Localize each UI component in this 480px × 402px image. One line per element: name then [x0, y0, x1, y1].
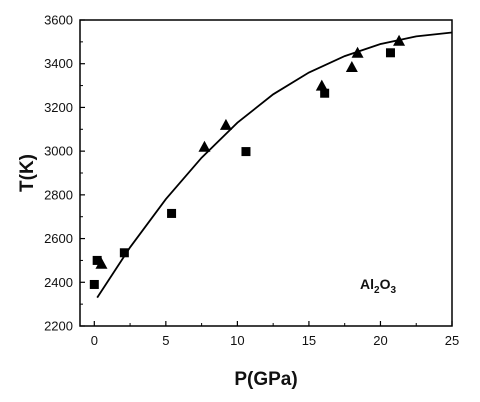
compound-base: Al	[360, 276, 374, 292]
triangle-point	[315, 79, 328, 91]
triangle-point	[345, 60, 358, 72]
plot-frame	[79, 19, 453, 327]
y-tick-label: 2800	[44, 187, 73, 202]
x-tick-label: 20	[373, 333, 387, 348]
x-tick-label: 10	[230, 333, 244, 348]
triangle-point	[219, 118, 232, 130]
square-point	[167, 208, 177, 218]
y-tick-label: 3600	[44, 13, 73, 28]
x-tick-label: 25	[445, 333, 459, 348]
y-tick-label: 3400	[44, 56, 73, 71]
square-point	[119, 248, 129, 258]
square-point	[92, 255, 102, 265]
y-tick-label: 2400	[44, 275, 73, 290]
square-point	[385, 48, 395, 58]
square-point	[89, 279, 99, 289]
fit-curve	[96, 31, 453, 299]
data-markers	[89, 34, 406, 289]
triangle-point	[95, 257, 108, 269]
y-axis-title: T(K)	[17, 154, 38, 192]
compound-sub1: 2	[374, 285, 380, 296]
y-tick-label: 3000	[44, 144, 73, 159]
y-tick-label: 2200	[44, 319, 73, 334]
triangle-point	[351, 46, 364, 58]
square-point	[320, 88, 330, 98]
x-tick-label: 15	[302, 333, 316, 348]
y-tick-label: 2600	[44, 231, 73, 246]
fit-curve-group	[96, 31, 453, 299]
triangle-point	[198, 140, 211, 152]
triangle-point	[393, 34, 406, 46]
x-axis-title: P(GPa)	[234, 369, 297, 390]
square-point	[241, 147, 251, 157]
compound-label: Al2O3	[360, 276, 396, 296]
y-tick-label: 3200	[44, 100, 73, 115]
compound-sub2: 3	[390, 285, 396, 296]
axis-ticks: 0 5 10 15 20 25 2200 2400 2600 2800 3000 3200 3400 36…	[44, 13, 459, 349]
x-tick-label: 0	[91, 333, 98, 348]
compound-mid: O	[380, 276, 391, 292]
x-tick-label: 5	[162, 333, 169, 348]
